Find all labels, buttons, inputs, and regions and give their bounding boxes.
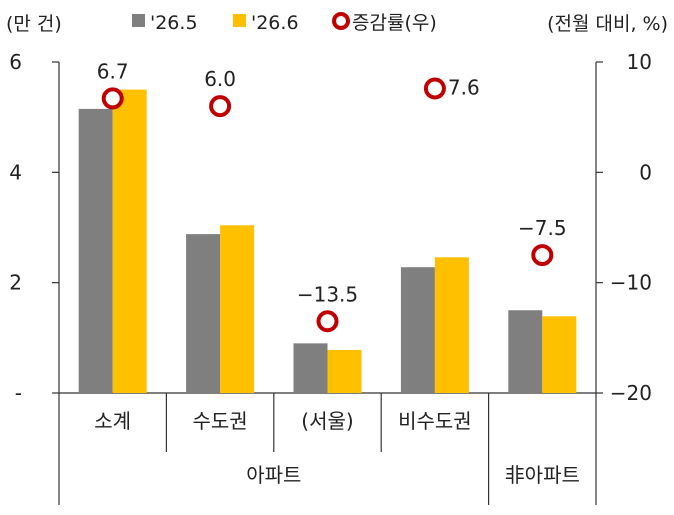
right-tick-label: −20 bbox=[610, 381, 652, 405]
change-rate-label: 6.7 bbox=[97, 59, 129, 83]
bar-series-2 bbox=[112, 89, 147, 393]
right-tick-label: 0 bbox=[639, 160, 652, 184]
change-rate-marker bbox=[209, 95, 232, 118]
category-label: (서울) bbox=[301, 409, 353, 433]
change-rate-label: 6.0 bbox=[204, 67, 236, 91]
change-rate-markers: 6.7 6.0 −13.5 7.6 −7.5 bbox=[97, 59, 567, 333]
right-tick-label: −10 bbox=[610, 271, 652, 295]
right-tick-label: 10 bbox=[627, 50, 652, 74]
category-label: 수도권 bbox=[192, 409, 247, 433]
legend-swatch-series-1 bbox=[132, 14, 145, 27]
legend: '26.5 '26.6 증감률(우) bbox=[132, 12, 437, 34]
left-tick-label: - bbox=[15, 381, 22, 405]
left-tick-label: 2 bbox=[9, 271, 22, 295]
bars bbox=[78, 89, 577, 394]
legend-label-series-3: 증감률(우) bbox=[352, 12, 437, 34]
right-axis-title: (전월 대비, %) bbox=[547, 13, 668, 35]
bar-series-1 bbox=[508, 310, 543, 393]
change-rate-marker bbox=[101, 87, 124, 110]
category-label: 소계 bbox=[94, 409, 131, 433]
change-rate-label: 7.6 bbox=[448, 75, 480, 99]
bar-series-2 bbox=[327, 349, 362, 393]
bar-series-2 bbox=[220, 225, 255, 393]
legend-label-series-2: '26.6 bbox=[251, 12, 299, 34]
left-axis-title: (만 건) bbox=[6, 13, 62, 35]
bar-series-2 bbox=[434, 257, 469, 393]
bar-series-1 bbox=[293, 343, 328, 393]
left-axis-ticks: - 2 4 6 bbox=[9, 50, 59, 405]
change-rate-label: −7.5 bbox=[518, 216, 567, 240]
legend-swatch-series-2 bbox=[233, 14, 246, 27]
change-rate-marker bbox=[423, 77, 446, 100]
right-axis-ticks: −20 −10 0 10 bbox=[596, 50, 652, 405]
group-label: 아파트 bbox=[246, 463, 301, 487]
left-tick-label: 4 bbox=[9, 160, 22, 184]
change-rate-marker bbox=[531, 244, 554, 267]
bar-series-2 bbox=[542, 316, 577, 393]
left-tick-label: 6 bbox=[9, 50, 22, 74]
legend-label-series-1: '26.5 bbox=[150, 12, 198, 34]
change-rate-label: −13.5 bbox=[297, 282, 358, 306]
legend-marker-series-3 bbox=[332, 12, 350, 30]
bar-series-1 bbox=[186, 234, 221, 393]
bar-series-1 bbox=[78, 108, 113, 394]
category-label: 비수도권 bbox=[398, 409, 472, 433]
change-rate-marker bbox=[316, 310, 339, 333]
group-label: 非아파트 bbox=[505, 463, 580, 487]
bar-series-1 bbox=[400, 267, 435, 393]
